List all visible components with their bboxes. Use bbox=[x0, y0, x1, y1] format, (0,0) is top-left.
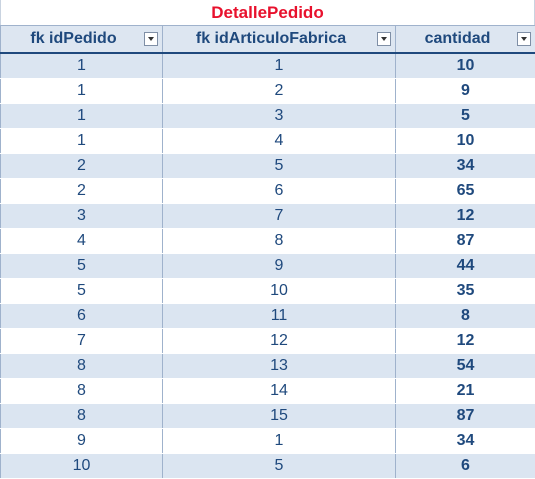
fk-idpedido-cell[interactable]: 8 bbox=[1, 354, 163, 379]
dropdown-arrow-icon bbox=[521, 37, 527, 41]
fk-idpedido-cell[interactable]: 2 bbox=[1, 179, 163, 204]
fk-idpedido-cell[interactable]: 2 bbox=[1, 154, 163, 179]
fk-idarticulofabrica-cell[interactable]: 8 bbox=[163, 229, 396, 254]
cantidad-cell[interactable]: 10 bbox=[396, 129, 535, 154]
dropdown-arrow-icon bbox=[381, 37, 387, 41]
fk-idpedido-cell[interactable]: 10 bbox=[1, 454, 163, 479]
fk-idarticulofabrica-cell[interactable]: 9 bbox=[163, 254, 396, 279]
dropdown-arrow-icon bbox=[148, 37, 154, 41]
cantidad-cell[interactable]: 54 bbox=[396, 354, 535, 379]
cantidad-cell[interactable]: 8 bbox=[396, 304, 535, 329]
fk-idpedido-cell[interactable]: 1 bbox=[1, 104, 163, 129]
fk-idpedido-cell[interactable]: 1 bbox=[1, 129, 163, 154]
fk-idarticulofabrica-cell[interactable]: 10 bbox=[163, 279, 396, 304]
fk-idarticulofabrica-cell[interactable]: 5 bbox=[163, 454, 396, 479]
column-header-label: fk idArticuloFabrica bbox=[196, 30, 346, 47]
fk-idarticulofabrica-cell[interactable]: 11 bbox=[163, 304, 396, 329]
column-header-fk-idarticulofabrica: fk idArticuloFabrica bbox=[163, 26, 396, 54]
fk-idpedido-cell[interactable]: 1 bbox=[1, 79, 163, 104]
fk-idarticulofabrica-cell[interactable]: 3 bbox=[163, 104, 396, 129]
fk-idarticulofabrica-cell[interactable]: 15 bbox=[163, 404, 396, 429]
table-title: DetallePedido bbox=[0, 0, 535, 25]
fk-idarticulofabrica-cell[interactable]: 7 bbox=[163, 204, 396, 229]
column-header-label: fk idPedido bbox=[30, 30, 116, 47]
fk-idarticulofabrica-cell[interactable]: 14 bbox=[163, 379, 396, 404]
column-header-fk-idpedido: fk idPedido bbox=[1, 26, 163, 54]
fk-idpedido-cell[interactable]: 1 bbox=[1, 53, 163, 79]
cantidad-cell[interactable]: 34 bbox=[396, 429, 535, 454]
cantidad-cell[interactable]: 34 bbox=[396, 154, 535, 179]
fk-idarticulofabrica-cell[interactable]: 12 bbox=[163, 329, 396, 354]
cantidad-cell[interactable]: 65 bbox=[396, 179, 535, 204]
filter-dropdown-button[interactable] bbox=[377, 32, 391, 46]
cantidad-cell[interactable]: 9 bbox=[396, 79, 535, 104]
fk-idpedido-cell[interactable]: 3 bbox=[1, 204, 163, 229]
cantidad-cell[interactable]: 12 bbox=[396, 204, 535, 229]
cantidad-cell[interactable]: 87 bbox=[396, 404, 535, 429]
cantidad-cell[interactable]: 10 bbox=[396, 53, 535, 79]
cantidad-cell[interactable]: 5 bbox=[396, 104, 535, 129]
fk-idarticulofabrica-cell[interactable]: 13 bbox=[163, 354, 396, 379]
fk-idarticulofabrica-cell[interactable]: 2 bbox=[163, 79, 396, 104]
cantidad-cell[interactable]: 12 bbox=[396, 329, 535, 354]
fk-idpedido-cell[interactable]: 5 bbox=[1, 254, 163, 279]
fk-idarticulofabrica-cell[interactable]: 1 bbox=[163, 53, 396, 79]
fk-idarticulofabrica-cell[interactable]: 6 bbox=[163, 179, 396, 204]
cantidad-cell[interactable]: 21 bbox=[396, 379, 535, 404]
cantidad-cell[interactable]: 35 bbox=[396, 279, 535, 304]
cantidad-cell[interactable]: 87 bbox=[396, 229, 535, 254]
fk-idpedido-cell[interactable]: 7 bbox=[1, 329, 163, 354]
fk-idpedido-cell[interactable]: 8 bbox=[1, 404, 163, 429]
cantidad-cell[interactable]: 44 bbox=[396, 254, 535, 279]
cantidad-cell[interactable]: 6 bbox=[396, 454, 535, 479]
filter-dropdown-button[interactable] bbox=[517, 32, 531, 46]
fk-idarticulofabrica-cell[interactable]: 4 bbox=[163, 129, 396, 154]
fk-idarticulofabrica-cell[interactable]: 1 bbox=[163, 429, 396, 454]
column-header-cantidad: cantidad bbox=[396, 26, 535, 54]
data-table: fk idPedido fk idArticuloFabrica cantida… bbox=[0, 25, 535, 479]
fk-idarticulofabrica-cell[interactable]: 5 bbox=[163, 154, 396, 179]
fk-idpedido-cell[interactable]: 5 bbox=[1, 279, 163, 304]
column-header-label: cantidad bbox=[425, 30, 491, 47]
fk-idpedido-cell[interactable]: 6 bbox=[1, 304, 163, 329]
fk-idpedido-cell[interactable]: 4 bbox=[1, 229, 163, 254]
header-row: fk idPedido fk idArticuloFabrica cantida… bbox=[1, 26, 535, 54]
fk-idpedido-cell[interactable]: 8 bbox=[1, 379, 163, 404]
fk-idpedido-cell[interactable]: 9 bbox=[1, 429, 163, 454]
filter-dropdown-button[interactable] bbox=[144, 32, 158, 46]
